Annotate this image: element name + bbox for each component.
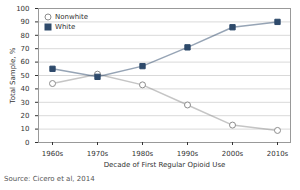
svg-text:1990s: 1990s (177, 150, 199, 158)
svg-text:80: 80 (21, 32, 30, 40)
svg-text:100: 100 (16, 5, 29, 13)
svg-text:0: 0 (25, 139, 29, 147)
svg-text:Total Sample, %: Total Sample, % (9, 47, 17, 104)
svg-text:2000s: 2000s (222, 150, 244, 158)
svg-text:90: 90 (21, 18, 30, 26)
html-text:Source: Cicero et al, 2014: Source: Cicero et al, 2014 (4, 175, 95, 183)
svg-text:Decade of First Regular Opioid: Decade of First Regular Opioid Use (104, 161, 226, 169)
svg-text:60: 60 (21, 58, 30, 66)
svg-text:1980s: 1980s (132, 150, 154, 158)
svg-text:1970s: 1970s (87, 150, 109, 158)
svg-text:70: 70 (21, 45, 30, 53)
svg-text:40: 40 (21, 85, 30, 93)
html-text:Nonwhite: Nonwhite (55, 13, 89, 21)
html-text:White: White (55, 23, 76, 31)
svg-text:50: 50 (21, 72, 30, 80)
svg-text:2010s: 2010s (267, 150, 289, 158)
svg-text:30: 30 (21, 99, 30, 107)
svg-text:20: 20 (21, 112, 30, 120)
svg-text:10: 10 (21, 125, 30, 133)
svg-text:1960s: 1960s (42, 150, 64, 158)
